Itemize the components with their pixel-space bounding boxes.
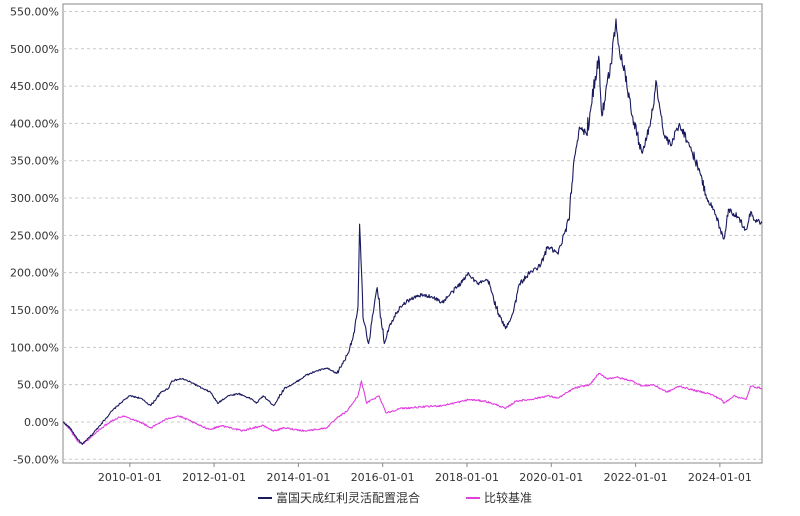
y-tick-label: 350.00%: [10, 155, 59, 168]
legend-label: 比较基准: [484, 490, 532, 505]
x-tick-label: 2010-01-01: [98, 471, 162, 484]
y-tick-label: 0.00%: [24, 416, 59, 429]
x-tick-label: 2016-01-01: [351, 471, 415, 484]
y-axis-tick-labels: -50.00% 0.00% 50.00% 100.00% 150.00% 200.00% 2…: [10, 5, 59, 466]
y-tick-label: 100.00%: [10, 341, 59, 354]
x-tick-label: 2018-01-01: [435, 471, 499, 484]
y-tick-label: -50.00%: [13, 453, 59, 466]
x-tick-label: 2020-01-01: [519, 471, 583, 484]
y-tick-label: 150.00%: [10, 304, 59, 317]
plot-area: [62, 3, 763, 464]
y-tick-label: 50.00%: [17, 379, 59, 392]
series-line-benchmark: [62, 372, 763, 445]
series-line-fund: [62, 18, 763, 445]
y-tick-label: 550.00%: [10, 5, 59, 18]
y-tick-label: 500.00%: [10, 43, 59, 56]
x-axis-tick-labels: 2010-01-01 2012-01-01 2014-01-01 2016-01-01…: [98, 463, 752, 484]
y-tick-label: 200.00%: [10, 267, 59, 280]
legend-label: 富国天成红利灵活配置混合: [276, 490, 420, 505]
y-tick-label: 300.00%: [10, 192, 59, 205]
y-tick-label: 400.00%: [10, 117, 59, 130]
grid-lines: [63, 10, 762, 460]
x-tick-label: 2012-01-01: [182, 471, 246, 484]
y-tick-label: 450.00%: [10, 80, 59, 93]
x-tick-label: 2014-01-01: [266, 471, 330, 484]
legend: 富国天成红利灵活配置混合 比较基准: [258, 490, 532, 505]
series-lines: [62, 18, 763, 445]
x-tick-label: 2022-01-01: [604, 471, 668, 484]
x-tick-label: 2024-01-01: [688, 471, 752, 484]
y-tick-label: 250.00%: [10, 229, 59, 242]
